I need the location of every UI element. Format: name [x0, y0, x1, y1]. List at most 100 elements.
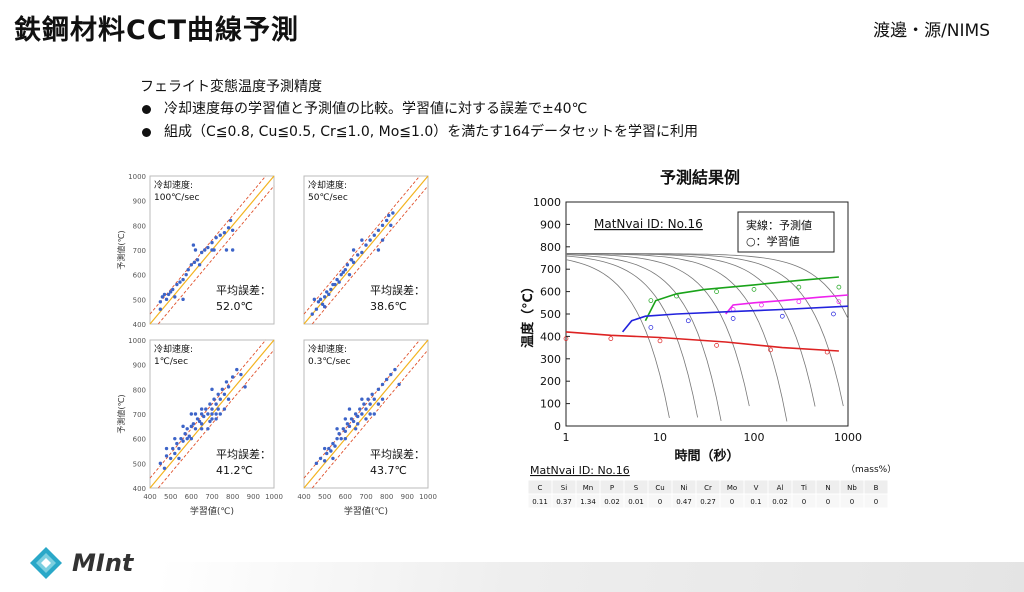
- x-tick-label: 800: [226, 493, 239, 501]
- data-point: [216, 407, 220, 411]
- data-point: [372, 412, 376, 416]
- data-point: [337, 432, 341, 436]
- data-point: [206, 412, 210, 416]
- data-point: [356, 422, 360, 426]
- table-value: 0: [874, 498, 878, 506]
- footer-bar: [160, 562, 1024, 592]
- table-value: 0.47: [676, 498, 692, 506]
- bullet-item: 組成（C≦0.8, Cu≦0.5, Cr≦1.0, Mo≦1.0）を満たす164…: [140, 121, 698, 144]
- table-value: 0.02: [604, 498, 620, 506]
- data-point: [189, 412, 194, 416]
- y-tick-label: 0: [554, 420, 561, 433]
- data-point: [226, 397, 231, 401]
- data-point: [360, 238, 364, 242]
- section-subtitle: フェライト変態温度予測精度: [140, 79, 322, 95]
- y-axis-label: 温度（℃）: [520, 280, 536, 348]
- learned-point: [824, 349, 830, 355]
- data-point: [329, 287, 333, 292]
- data-point: [212, 397, 216, 401]
- data-point: [243, 385, 247, 389]
- x-tick-label: 600: [339, 493, 352, 501]
- data-point: [175, 282, 179, 287]
- data-point: [360, 412, 364, 416]
- data-point: [380, 238, 385, 242]
- cooling-curve: [565, 255, 698, 418]
- data-point: [158, 307, 163, 311]
- data-point: [222, 407, 227, 411]
- data-point: [339, 436, 343, 441]
- data-point: [358, 407, 362, 411]
- data-point: [380, 397, 385, 401]
- data-point: [372, 233, 376, 237]
- learned-point: [779, 313, 785, 319]
- table-value: 0.11: [532, 498, 548, 506]
- x-tick-label: 1000: [834, 431, 862, 444]
- table-header: V: [754, 484, 759, 492]
- bullet-item: 冷却速度毎の学習値と予測値の比較。学習値に対する誤差で±40℃: [140, 98, 698, 121]
- data-point: [343, 417, 348, 421]
- data-point: [173, 295, 177, 299]
- data-point: [322, 446, 327, 451]
- data-point: [171, 446, 175, 451]
- data-point: [230, 375, 235, 379]
- learned-point: [836, 299, 842, 305]
- table-header: Si: [561, 484, 567, 492]
- data-point: [325, 290, 329, 294]
- data-point: [160, 295, 165, 299]
- data-point: [224, 380, 229, 384]
- data-point: [341, 270, 345, 274]
- data-point: [171, 287, 175, 292]
- data-point: [192, 260, 197, 265]
- data-point: [203, 248, 207, 252]
- y-tick-label: 700: [133, 247, 146, 255]
- y-tick-label: 600: [133, 272, 146, 280]
- data-point: [181, 439, 185, 443]
- learned-point: [648, 298, 654, 303]
- predicted-line: [621, 305, 849, 333]
- x-tick-label: 800: [380, 493, 393, 501]
- data-point: [312, 297, 317, 302]
- data-point: [343, 436, 348, 441]
- x-tick-label: 700: [359, 493, 372, 501]
- data-point: [391, 211, 395, 215]
- x-axis-label: 学習値(℃): [344, 505, 388, 517]
- y-tick-label: 1000: [128, 337, 146, 345]
- y-tick-label: 400: [133, 321, 146, 329]
- mint-logo-icon: MInt: [30, 547, 135, 579]
- data-point: [351, 419, 356, 424]
- learned-point: [608, 336, 614, 341]
- learned-point: [674, 293, 679, 299]
- data-point: [339, 272, 343, 277]
- data-point: [327, 292, 331, 297]
- y-tick-label: 100: [540, 398, 561, 411]
- error-label: 平均誤差：: [216, 447, 271, 461]
- table-cell: [863, 493, 889, 509]
- y-axis-label: 予測値(℃): [116, 394, 126, 433]
- learned-point: [768, 347, 773, 353]
- data-point: [343, 268, 348, 272]
- x-tick-label: 700: [205, 493, 218, 501]
- data-point: [349, 417, 354, 421]
- rate-value: 100℃/sec: [154, 193, 200, 203]
- data-point: [164, 454, 169, 458]
- data-point: [195, 417, 200, 421]
- data-point: [389, 223, 393, 228]
- data-point: [199, 412, 204, 416]
- data-point: [181, 424, 185, 429]
- data-point: [173, 451, 177, 456]
- data-point: [351, 260, 356, 265]
- table-value: 0: [730, 498, 734, 506]
- data-point: [389, 372, 393, 377]
- data-point: [164, 446, 169, 451]
- error-value: 43.7℃: [370, 464, 407, 477]
- data-point: [370, 392, 374, 396]
- data-point: [185, 427, 189, 431]
- data-point: [184, 272, 188, 277]
- data-point: [206, 427, 210, 431]
- data-point: [210, 412, 214, 416]
- data-point: [177, 446, 181, 451]
- data-point: [210, 387, 214, 392]
- data-point: [177, 456, 181, 461]
- data-point: [360, 250, 364, 255]
- data-point: [239, 372, 243, 377]
